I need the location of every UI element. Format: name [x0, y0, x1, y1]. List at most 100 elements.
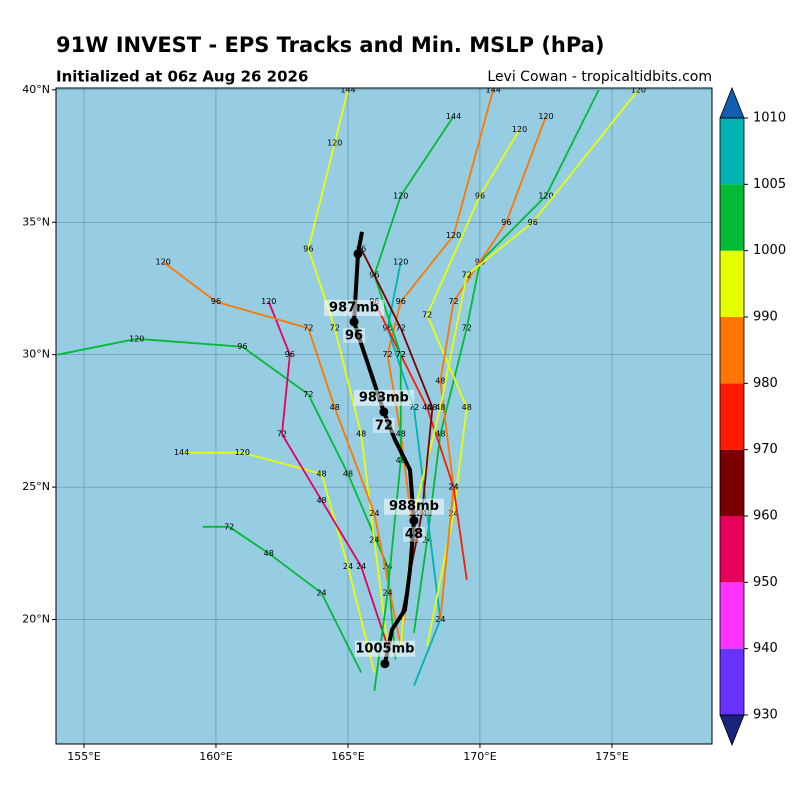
hour-label: 24	[356, 562, 366, 571]
hour-label: 72	[422, 310, 432, 319]
colorbar-label: 980	[753, 376, 778, 391]
hour-label: 96	[501, 218, 511, 227]
hour-label: 120	[261, 297, 276, 306]
ensemble-track	[360, 248, 434, 620]
hour-label: 120	[512, 125, 527, 134]
hour-label: 24	[448, 509, 458, 518]
ensemble-track	[373, 301, 468, 580]
pressure-label: 1005mb	[355, 641, 414, 656]
hour-label: 72	[409, 403, 419, 412]
colorbar-label: 970	[753, 442, 778, 457]
ensemble-track	[57, 337, 397, 660]
colorbar-label: 1010	[753, 111, 786, 126]
hour-label: 120	[235, 448, 250, 457]
colorbar-band	[720, 250, 744, 317]
colorbar-label: 940	[753, 641, 778, 656]
hour-label: 48	[343, 469, 353, 478]
hour-label: 24	[316, 589, 326, 598]
hour-label: 48	[422, 403, 432, 412]
hour-label: 144	[486, 85, 501, 94]
ensemble-track	[307, 89, 389, 647]
x-tick-label: 165°E	[331, 750, 364, 763]
ensemble-track	[373, 115, 455, 692]
label-box	[354, 640, 415, 657]
x-tick-label: 155°E	[67, 750, 100, 763]
hour-label: 24	[382, 562, 392, 571]
hour-label: 48	[435, 377, 445, 386]
hour-label: 96	[303, 244, 313, 253]
label-box	[343, 327, 366, 343]
colorbar-band	[720, 317, 744, 384]
hour-label: 72	[303, 390, 313, 399]
map-frame	[55, 87, 713, 745]
hour-label: 72	[303, 324, 313, 333]
hour-label: 24	[382, 589, 392, 598]
colorbar-label: 990	[753, 310, 778, 325]
hour-label: 72	[396, 324, 406, 333]
hour-label: 72	[224, 522, 234, 531]
y-tick-label: 35°N	[22, 215, 50, 228]
ensemble-track	[267, 301, 389, 647]
label-box	[324, 299, 385, 316]
mean-point	[409, 516, 419, 526]
pressure-label: 983mb	[359, 390, 409, 405]
colorbar-band	[720, 449, 744, 516]
hour-label: 120	[393, 191, 408, 200]
colorbar-label: 930	[753, 708, 778, 723]
hour-label-mean: 48	[405, 527, 423, 542]
hour-label: 48	[316, 469, 326, 478]
hour-label: 144	[340, 85, 355, 94]
colorbar-band	[720, 118, 744, 185]
hour-label: 24	[448, 483, 458, 492]
hour-label: 120	[156, 257, 171, 266]
mean-point	[353, 249, 363, 259]
hour-label: 96	[475, 191, 485, 200]
credit: Levi Cowan - tropicaltidbits.com	[487, 69, 712, 85]
hour-label: 120	[327, 138, 342, 147]
colorbar-band	[720, 582, 744, 649]
x-tick-label: 160°E	[199, 750, 232, 763]
hour-label: 144	[446, 112, 461, 121]
y-tick-label: 30°N	[22, 348, 50, 361]
hour-label: 120	[538, 191, 553, 200]
x-tick-label: 175°E	[595, 750, 628, 763]
y-tick-label: 40°N	[22, 83, 50, 96]
colorbar-label: 950	[753, 575, 778, 590]
hour-label: 48	[356, 430, 366, 439]
label-box	[353, 389, 414, 406]
colorbar-band	[720, 383, 744, 450]
hour-label: 96	[528, 218, 538, 227]
colorbar-label: 960	[753, 509, 778, 524]
hour-label: 48	[462, 403, 472, 412]
hour-label: 120	[393, 257, 408, 266]
pressure-label: 987mb	[329, 300, 379, 315]
ensemble-track	[439, 116, 547, 620]
hour-label-mean: 72	[375, 418, 393, 433]
colorbar-label: 1005	[753, 177, 786, 192]
hour-label: 96	[211, 297, 221, 306]
hour-label: 24	[369, 536, 379, 545]
hour-label: 72	[396, 350, 406, 359]
ensemble-track	[413, 89, 600, 633]
hour-label: 48	[396, 456, 406, 465]
title: 91W INVEST - EPS Tracks and Min. MSLP (h…	[56, 33, 604, 57]
hour-label: 96	[356, 244, 366, 253]
x-tick-label: 170°E	[463, 750, 496, 763]
hour-label: 120	[631, 85, 646, 94]
y-tick-label: 20°N	[22, 613, 50, 626]
ensemble-track	[202, 525, 362, 673]
colorbar-under	[719, 714, 745, 747]
hour-label: 144	[174, 448, 189, 457]
hour-label: 96	[285, 350, 295, 359]
hour-label: 48	[316, 496, 326, 505]
label-box	[372, 417, 395, 433]
tracks-layer: 2448729612024487296120144244872961201442…	[56, 85, 712, 744]
colorbar-band	[720, 516, 744, 583]
hour-label: 48	[427, 403, 437, 412]
hour-label: 120	[129, 334, 144, 343]
hour-label: 120	[446, 231, 461, 240]
y-tick-label: 25°N	[22, 480, 50, 493]
ensemble-track	[386, 261, 442, 687]
colorbar-label: 1000	[753, 243, 786, 258]
